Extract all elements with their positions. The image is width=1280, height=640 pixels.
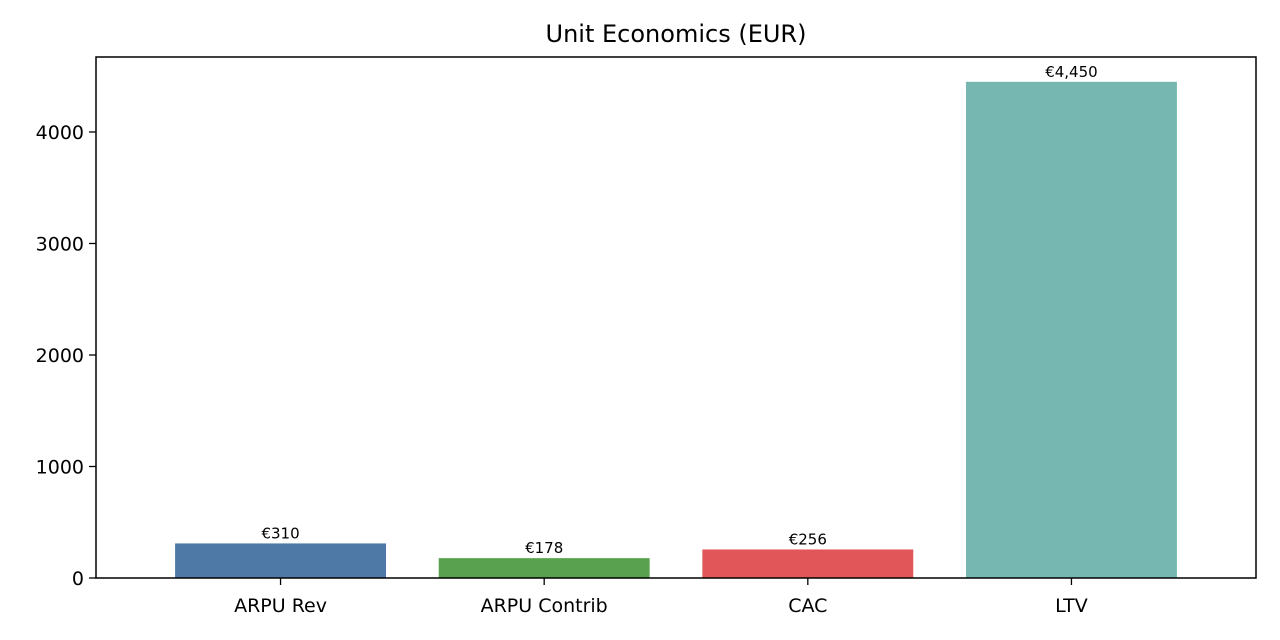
y-axis: 0 1000 2000 3000 4000 bbox=[36, 122, 96, 590]
bar bbox=[966, 81, 1177, 579]
x-tick-label: LTV bbox=[1055, 595, 1088, 617]
x-axis: ARPU Rev ARPU Contrib CAC LTV bbox=[234, 578, 1088, 617]
chart-title: Unit Economics (EUR) bbox=[546, 20, 807, 48]
y-tick-label: 4000 bbox=[36, 122, 84, 144]
bar bbox=[175, 543, 386, 578]
bar-value-label: €310 bbox=[261, 524, 299, 542]
bar bbox=[438, 558, 650, 578]
x-tick-label: ARPU Rev bbox=[234, 595, 327, 617]
bars-group bbox=[175, 81, 1177, 579]
bar-value-label: €256 bbox=[789, 530, 827, 548]
bar-value-label: €4,450 bbox=[1045, 63, 1098, 81]
y-tick-label: 2000 bbox=[36, 345, 84, 367]
y-tick-label: 1000 bbox=[36, 456, 84, 478]
value-labels-group: €310 €178 €256 €4,450 bbox=[261, 63, 1097, 557]
x-tick-label: CAC bbox=[788, 595, 827, 617]
x-tick-label: ARPU Contrib bbox=[481, 595, 608, 617]
plot-frame bbox=[95, 56, 1257, 579]
bar-value-label: €178 bbox=[525, 539, 563, 557]
y-tick-label: 0 bbox=[72, 568, 84, 590]
y-tick-label: 3000 bbox=[36, 233, 84, 255]
bar bbox=[702, 549, 914, 578]
